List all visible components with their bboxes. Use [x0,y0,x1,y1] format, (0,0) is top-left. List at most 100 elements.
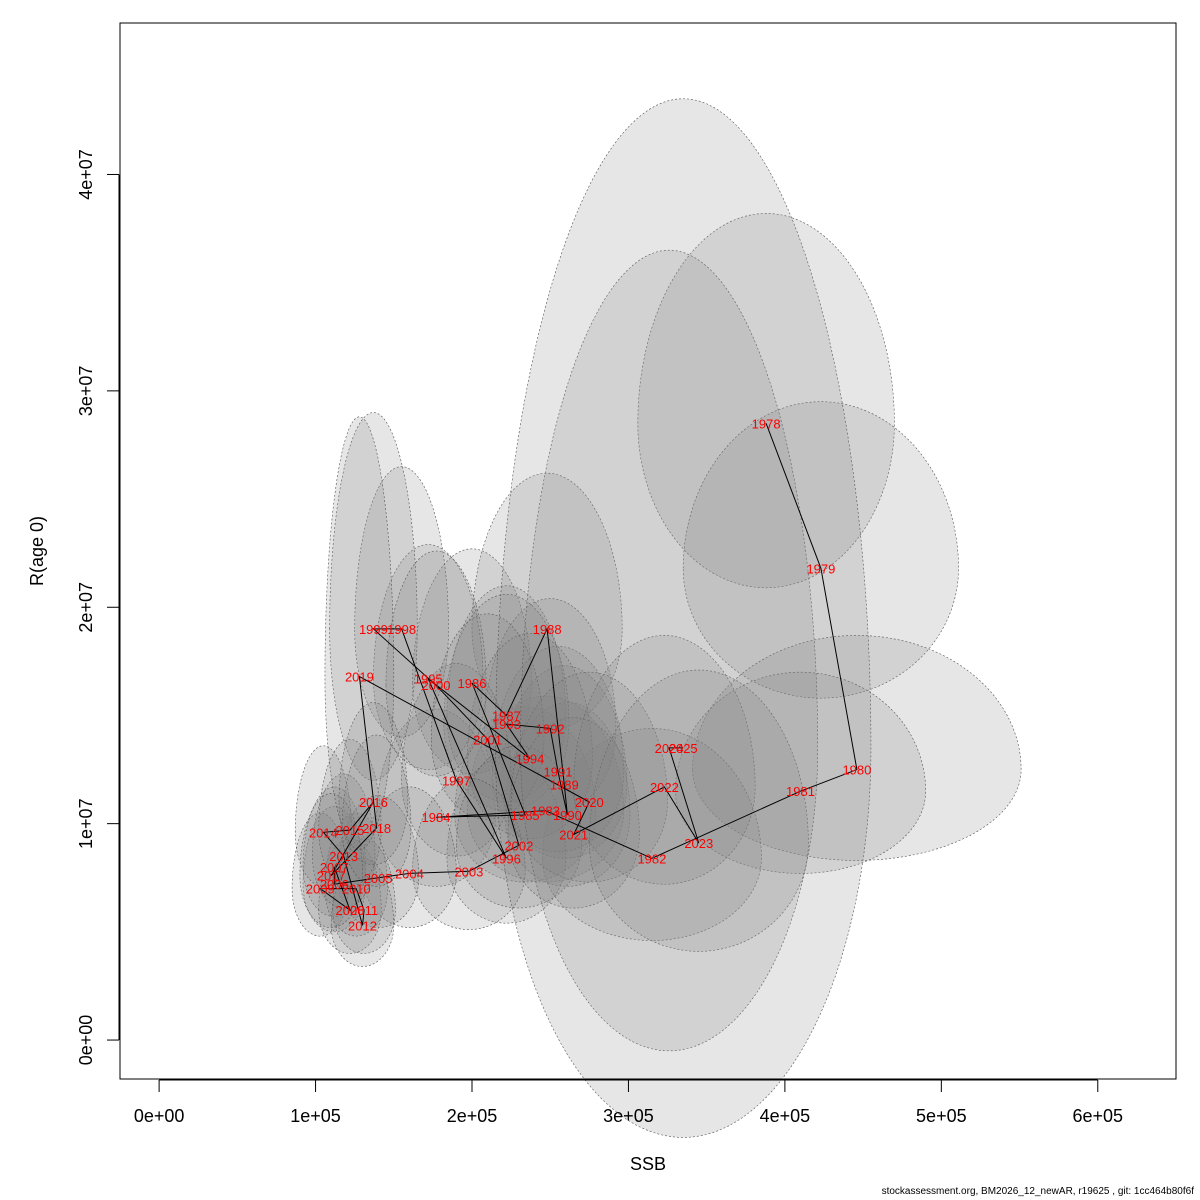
footer-credit: stockassessment.org, BM2026_12_newAR, r1… [881,1186,1194,1197]
confidence-ellipse-2000 [385,551,487,777]
y-axis-title: R(age 0) [27,516,47,586]
y-tick-label: 4e+07 [76,149,96,200]
year-label-2001: 2001 [473,732,502,747]
year-label-2017: 2017 [317,869,346,884]
year-label-2013: 2013 [329,849,358,864]
year-label-1979: 1979 [806,561,835,576]
year-label-1991: 1991 [544,765,573,780]
x-tick-label: 6e+05 [1072,1106,1123,1126]
year-label-1989: 1989 [550,778,579,793]
year-label-1987: 1987 [492,709,521,724]
year-label-2011: 2011 [350,903,378,918]
year-label-1978: 1978 [752,416,781,431]
confidence-ellipse-2017 [299,793,363,928]
confidence-ellipse-2019 [324,416,395,850]
year-label-1986: 1986 [458,676,487,691]
confidence-ellipse-1995 [373,544,484,770]
confidence-ellipse-2015 [318,738,382,887]
confidence-ellipse-2001 [431,613,545,820]
year-label-2000: 2000 [422,678,451,693]
confidence-ellipse-2020 [510,671,668,883]
year-label-2003: 2003 [454,864,483,879]
year-label-1998: 1998 [387,622,416,637]
confidence-ellipse-1978 [637,213,895,589]
confidence-ellipse-2007 [302,786,366,917]
year-label-1997: 1997 [442,773,471,788]
year-label-2002: 2002 [504,838,533,853]
confidence-ellipse-1996 [446,756,567,924]
confidence-ellipse-1982 [542,728,762,941]
confidence-ellipse-2011 [332,838,396,954]
year-label-2005: 2005 [364,871,393,886]
y-tick-label: 0e+00 [76,1015,96,1066]
x-tick-label: 2e+05 [447,1106,498,1126]
year-label-1990: 1990 [553,808,582,823]
year-label-2021: 2021 [559,828,588,843]
y-axis: 0e+00 1e+07 2e+07 3e+07 4e+07 [76,149,120,1066]
year-label-2022: 2022 [650,780,679,795]
year-label-1985: 1985 [511,808,540,823]
confidence-ellipse-1988 [471,472,623,731]
confidence-ellipse-1981 [675,672,926,874]
confidence-ellipse-2004 [362,786,457,928]
confidence-ellipse-1989 [501,665,628,859]
year-label-1983: 1983 [531,804,560,819]
year-label-1993: 1993 [492,717,521,732]
confidence-ellipse-1998 [354,466,449,738]
confidence-ellipse-2022 [573,635,756,885]
year-label-2006: 2006 [320,877,349,892]
year-label-1995: 1995 [414,672,443,687]
x-tick-label: 1e+05 [290,1106,341,1126]
year-label-1981: 1981 [786,784,815,799]
confidence-ellipse-1991 [492,646,625,852]
plot-frame [119,22,1177,1080]
x-axis: 0e+00 1e+05 2e+05 3e+05 4e+05 5e+05 6e+05 [134,1079,1123,1126]
confidence-ellipse-2014 [294,745,352,887]
year-label-2015: 2015 [336,823,365,838]
confidence-ellipse-1990 [504,702,631,887]
year-label-1999: 1999 [359,622,388,637]
year-label-2008: 2008 [336,903,365,918]
x-tick-label: 5e+05 [916,1106,967,1126]
y-tick-label: 3e+07 [76,366,96,417]
confidence-ellipse-2021 [507,717,640,909]
confidence-ellipse-1983 [467,696,625,883]
year-label-2024: 2024 [655,741,684,756]
year-label-2010: 2010 [342,882,371,897]
confidence-ellipse-2025 [495,98,872,1138]
year-label-2012: 2012 [348,918,377,933]
confidence-ellipse-2024 [520,249,819,1052]
year-label-2009: 2009 [306,882,335,897]
x-tick-label: 0e+00 [134,1106,185,1126]
confidence-ellipse-2018 [341,734,412,887]
year-label-2023: 2023 [684,836,713,851]
year-label-2016: 2016 [359,795,388,810]
x-tick-label: 4e+05 [760,1106,811,1126]
year-label-2018: 2018 [362,821,391,836]
year-label-2014: 2014 [309,825,338,840]
confidence-ellipses [291,98,1022,1138]
confidence-ellipse-1999 [329,413,418,780]
confidence-ellipse-2002 [456,745,582,909]
confidence-ellipse-1986 [412,548,532,775]
year-label-1992: 1992 [536,721,565,736]
year-labels: 1978 1979 1980 1981 1982 1983 1984 1985 1986 1987… [306,416,872,933]
year-label-1982: 1982 [637,851,666,866]
confidence-ellipse-2010 [324,812,388,937]
year-label-2025: 2025 [669,741,698,756]
x-tick-label: 3e+05 [603,1106,654,1126]
year-label-2004: 2004 [395,866,424,881]
confidence-ellipse-1984 [376,708,496,887]
year-label-1996: 1996 [492,851,521,866]
year-label-2020: 2020 [575,795,604,810]
year-label-2019: 2019 [345,670,374,685]
confidence-ellipse-2013 [312,774,376,909]
year-label-1980: 1980 [842,763,871,778]
confidence-ellipse-2009 [291,812,349,937]
confidence-ellipse-1980 [692,635,1022,861]
confidence-ellipse-2023 [589,669,809,952]
x-axis-title: SSB [630,1154,666,1174]
confidence-ellipse-2016 [338,702,409,866]
y-tick-label: 2e+07 [76,582,96,633]
